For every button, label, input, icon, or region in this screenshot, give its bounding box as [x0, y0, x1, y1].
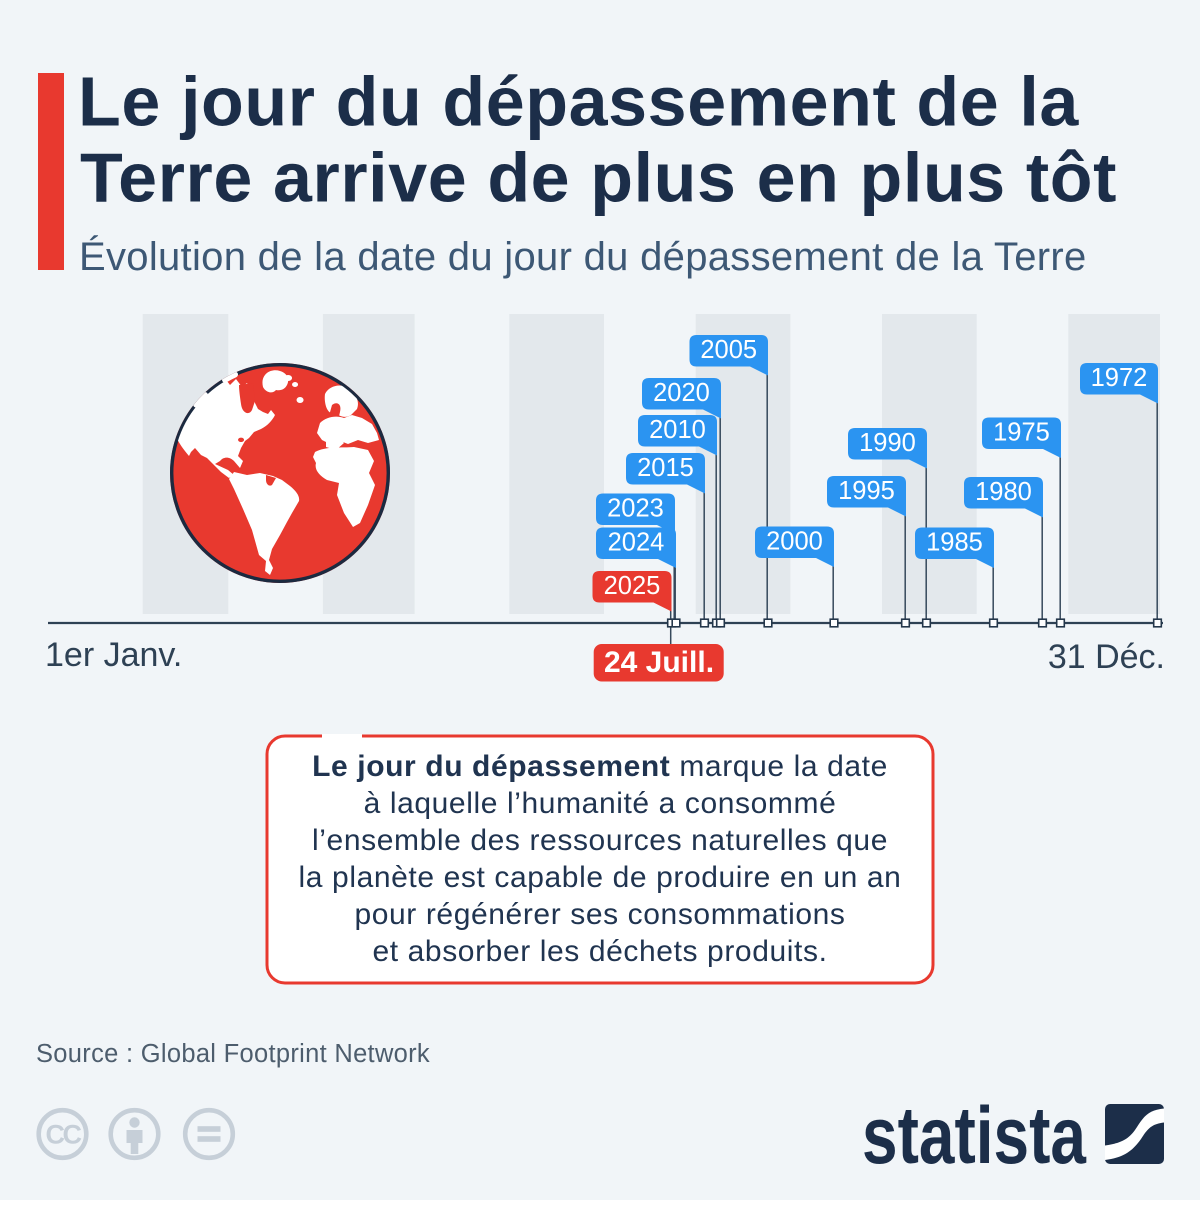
svg-text:1975: 1975 [993, 419, 1050, 447]
svg-text:statista: statista [862, 1091, 1087, 1181]
svg-text:2010: 2010 [649, 416, 706, 444]
svg-text:2015: 2015 [637, 454, 694, 482]
svg-text:2005: 2005 [700, 336, 757, 364]
svg-text:la planète est capable de prod: la planète est capable de produire en un… [299, 861, 902, 894]
svg-text:pour régénérer ses consommatio: pour régénérer ses consommations [354, 898, 845, 931]
svg-text:2023: 2023 [607, 495, 664, 523]
svg-text:1980: 1980 [975, 478, 1032, 506]
svg-text:2025: 2025 [604, 572, 661, 600]
svg-text:CC: CC [46, 1120, 82, 1150]
svg-text:1972: 1972 [1091, 364, 1148, 392]
svg-text:Terre arrive de plus en plus t: Terre arrive de plus en plus tôt [80, 139, 1117, 217]
svg-text:1985: 1985 [926, 529, 983, 557]
svg-text:31 Déc.: 31 Déc. [1048, 638, 1165, 676]
svg-text:Le jour du dépassement marque: Le jour du dépassement marque la date [312, 750, 888, 783]
svg-text:1995: 1995 [838, 477, 895, 505]
svg-text:2020: 2020 [653, 379, 710, 407]
svg-text:Le jour du dépassement de la: Le jour du dépassement de la [78, 63, 1079, 141]
svg-text:Source : Global Footprint Netw: Source : Global Footprint Network [36, 1040, 430, 1068]
svg-text:1990: 1990 [859, 429, 916, 457]
svg-text:24 Juill.: 24 Juill. [604, 646, 714, 679]
svg-text:et absorber les déchets produi: et absorber les déchets produits. [372, 935, 827, 968]
svg-text:Évolution de la date du jour d: Évolution de la date du jour du dépassem… [79, 234, 1087, 279]
svg-text:1er Janv.: 1er Janv. [45, 636, 182, 674]
svg-text:à laquelle l’humanité a consom: à laquelle l’humanité a consommé [364, 787, 837, 820]
svg-text:2000: 2000 [766, 528, 823, 556]
svg-text:2024: 2024 [608, 529, 665, 557]
svg-text:l’ensemble des ressources natu: l’ensemble des ressources naturelles que [312, 824, 888, 857]
